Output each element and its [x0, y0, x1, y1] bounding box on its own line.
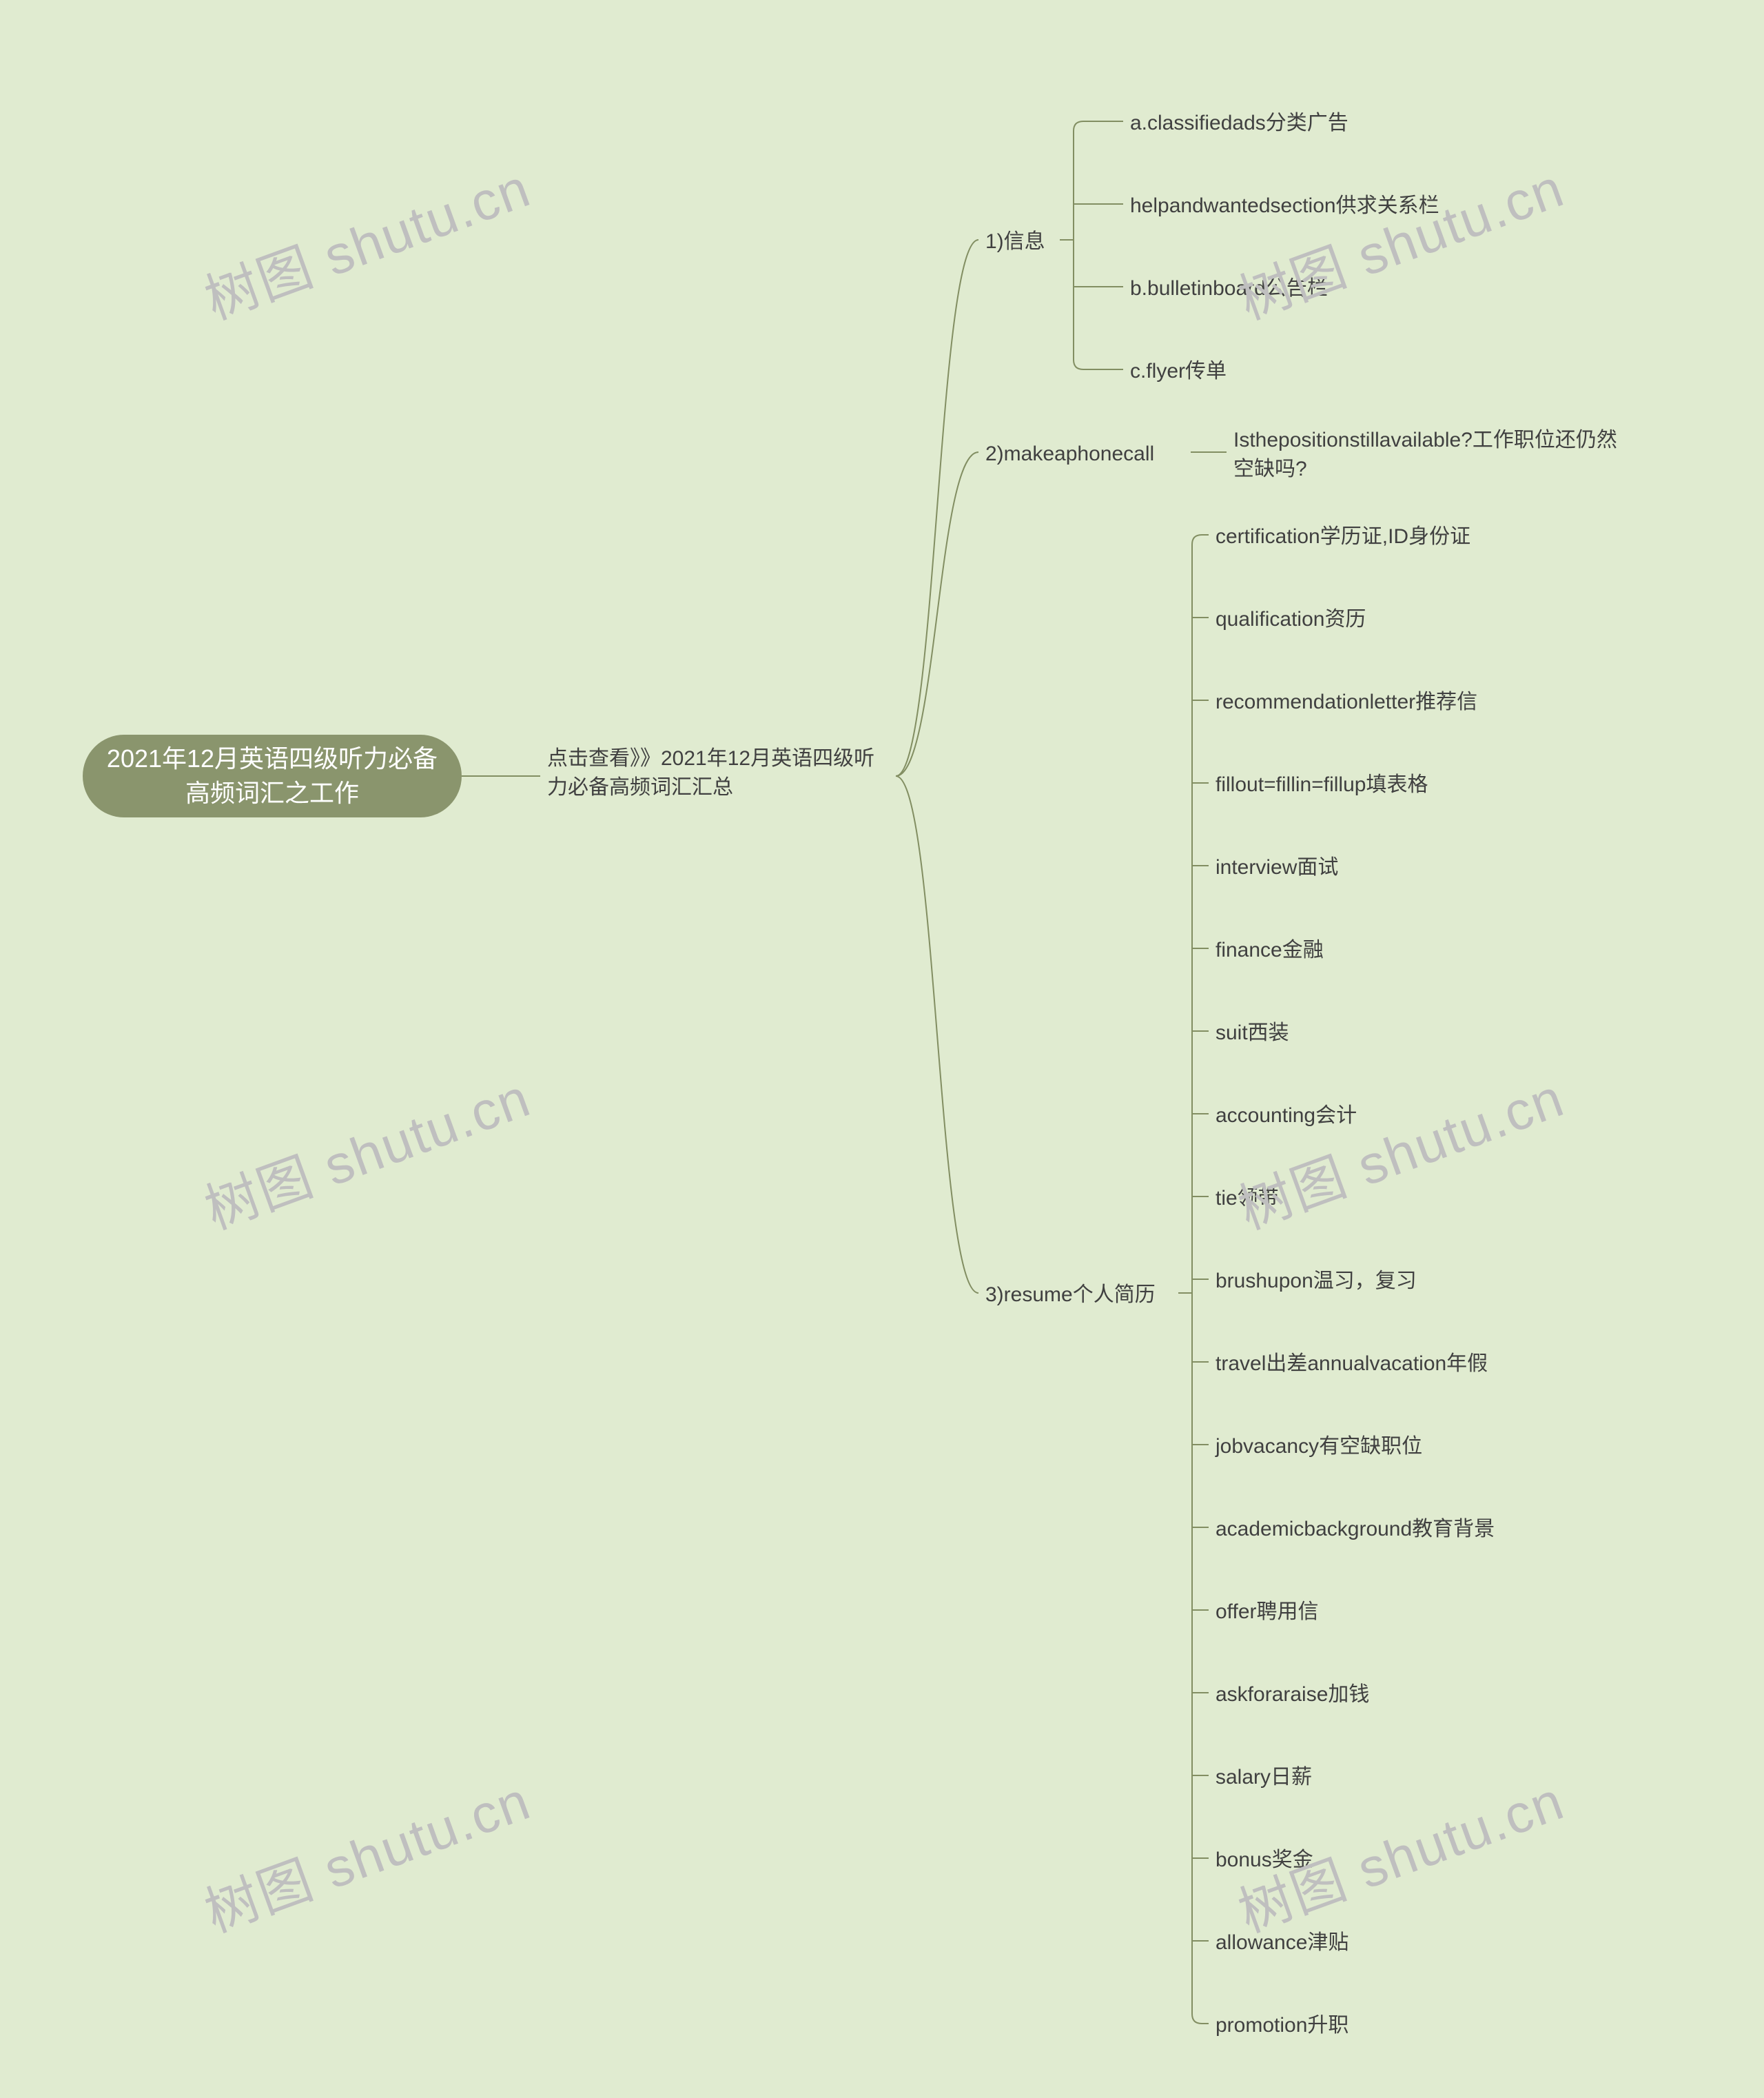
node-l3-g2-15-label: salary日薪 [1216, 1766, 1312, 1789]
node-l3-g0-2: b.bulletinboard公告栏 [1130, 274, 1328, 303]
node-l3-g2-13: offer聘用信 [1216, 1598, 1319, 1627]
node-l3-g0-3-label: c.flyer传单 [1130, 360, 1227, 383]
node-l3-g2-11: jobvacancy有空缺职位 [1216, 1432, 1422, 1461]
node-l3-g0-0: a.classifiedads分类广告 [1130, 109, 1348, 138]
node-l2-0: 1)信息 [985, 227, 1045, 256]
node-l3-g2-12-label: academicbackground教育背景 [1216, 1518, 1495, 1540]
node-l3-g0-0-label: a.classifiedads分类广告 [1130, 112, 1348, 134]
node-l3-g2-3-label: fillout=fillin=fillup填表格 [1216, 773, 1428, 796]
watermark: 树图 shutu.cn [193, 145, 540, 334]
node-l3-g2-14: askforaraise加钱 [1216, 1680, 1369, 1709]
node-l3-g2-2-label: recommendationletter推荐信 [1216, 691, 1477, 713]
watermark-text: 树图 shutu.cn [197, 157, 538, 331]
watermark: 树图 shutu.cn [1227, 1055, 1573, 1244]
node-l1-label: 点击查看》》2021年12月英语四级听力必备高频词汇汇总 [547, 747, 874, 799]
watermark: 树图 shutu.cn [193, 1758, 540, 1947]
node-l2-1-label: 2)makeaphonecall [985, 442, 1154, 465]
node-l3-g2-7: accounting会计 [1216, 1101, 1357, 1130]
node-l3-g2-16: bonus奖金 [1216, 1846, 1313, 1875]
node-l3-g0-3: c.flyer传单 [1130, 357, 1227, 386]
node-l3-g2-1: qualification资历 [1216, 605, 1366, 634]
node-l3-g2-17-label: allowance津贴 [1216, 1931, 1348, 1954]
node-l3-g2-17: allowance津贴 [1216, 1928, 1348, 1957]
node-l3-g2-7-label: accounting会计 [1216, 1104, 1357, 1127]
watermark-text: 树图 shutu.cn [197, 1067, 538, 1241]
node-l3-g2-1-label: qualification资历 [1216, 608, 1366, 631]
root-node: 2021年12月英语四级听力必备高频词汇之工作 [83, 735, 462, 817]
watermark-text: 树图 shutu.cn [1231, 1067, 1572, 1241]
node-l3-g2-5: finance金融 [1216, 936, 1324, 965]
node-l1: 点击查看》》2021年12月英语四级听力必备高频词汇汇总 [547, 744, 892, 802]
connector-lines [0, 0, 1764, 2098]
mindmap-canvas: 2021年12月英语四级听力必备高频词汇之工作 点击查看》》2021年12月英语… [0, 0, 1764, 2098]
node-l3-g2-4-label: interview面试 [1216, 856, 1338, 879]
node-l3-g2-18-label: promotion升职 [1216, 2014, 1348, 2037]
node-l2-1: 2)makeaphonecall [985, 440, 1154, 469]
node-l2-0-label: 1)信息 [985, 230, 1045, 253]
node-l3-g2-3: fillout=fillin=fillup填表格 [1216, 771, 1428, 800]
watermark-text: 树图 shutu.cn [1231, 157, 1572, 331]
node-l2-2-label: 3)resume个人简历 [985, 1283, 1156, 1306]
node-l3-g2-8-label: tie领带 [1216, 1187, 1279, 1210]
node-l3-g0-1-label: helpandwantedsection供求关系栏 [1130, 194, 1439, 217]
root-label: 2021年12月英语四级听力必备高频词汇之工作 [103, 742, 441, 811]
node-l3-g2-13-label: offer聘用信 [1216, 1600, 1319, 1623]
node-l3-g2-16-label: bonus奖金 [1216, 1849, 1313, 1871]
node-l3-g1-0-label: Isthepositionstillavailable?工作职位还仍然空缺吗? [1233, 429, 1617, 480]
node-l3-g2-0: certification学历证,ID身份证 [1216, 522, 1470, 551]
node-l3-g0-2-label: b.bulletinboard公告栏 [1130, 277, 1328, 300]
node-l3-g2-2: recommendationletter推荐信 [1216, 688, 1477, 717]
node-l3-g2-14-label: askforaraise加钱 [1216, 1683, 1369, 1706]
watermark: 树图 shutu.cn [193, 1055, 540, 1244]
node-l3-g2-6: suit西装 [1216, 1019, 1289, 1048]
node-l3-g2-6-label: suit西装 [1216, 1021, 1289, 1044]
node-l3-g1-0: Isthepositionstillavailable?工作职位还仍然空缺吗? [1233, 426, 1633, 484]
node-l3-g2-5-label: finance金融 [1216, 939, 1324, 961]
node-l3-g2-15: salary日薪 [1216, 1763, 1312, 1792]
node-l3-g2-0-label: certification学历证,ID身份证 [1216, 525, 1470, 548]
node-l3-g2-12: academicbackground教育背景 [1216, 1515, 1495, 1544]
node-l3-g2-18: promotion升职 [1216, 2011, 1348, 2040]
node-l3-g2-9: brushupon温习，复习 [1216, 1267, 1417, 1296]
node-l3-g2-11-label: jobvacancy有空缺职位 [1216, 1435, 1422, 1458]
node-l2-2: 3)resume个人简历 [985, 1281, 1156, 1310]
node-l3-g2-9-label: brushupon温习，复习 [1216, 1270, 1417, 1292]
node-l3-g2-8: tie领带 [1216, 1184, 1279, 1213]
node-l3-g0-1: helpandwantedsection供求关系栏 [1130, 192, 1439, 221]
watermark: 树图 shutu.cn [1227, 145, 1573, 334]
node-l3-g2-10-label: travel出差annualvacation年假 [1216, 1352, 1488, 1375]
watermark-text: 树图 shutu.cn [197, 1770, 538, 1944]
node-l3-g2-10: travel出差annualvacation年假 [1216, 1350, 1488, 1378]
node-l3-g2-4: interview面试 [1216, 853, 1338, 882]
